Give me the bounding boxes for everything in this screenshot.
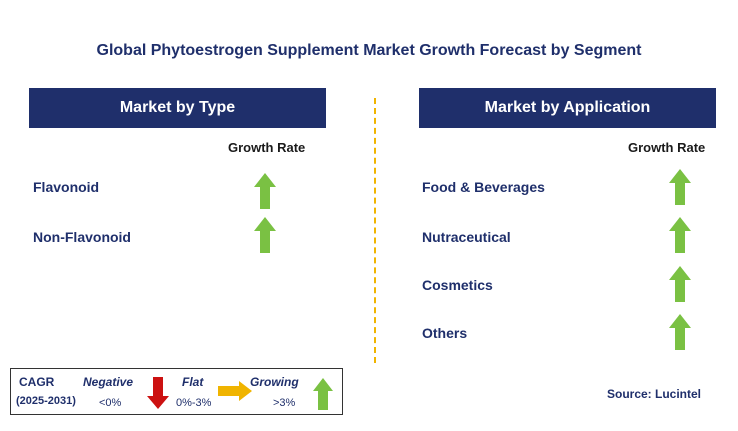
- application-growth-rate-label: Growth Rate: [628, 140, 706, 155]
- cagr-legend: CAGR (2025-2031) Negative <0% Flat 0%-3%…: [10, 368, 343, 415]
- legend-negative-label: Negative: [83, 375, 134, 389]
- legend-growing-label: Growing: [250, 375, 299, 389]
- legend-negative-range: <0%: [99, 397, 122, 409]
- legend-years-label: (2025-2031): [16, 395, 76, 407]
- legend-flat-label: Flat: [182, 375, 204, 389]
- red-down-arrow-icon: [147, 377, 169, 409]
- market-by-type-header: Market by Type: [29, 88, 326, 128]
- legend-cagr-label: CAGR: [19, 375, 55, 389]
- application-item-food-beverages: Food & Beverages: [422, 179, 545, 195]
- source-label: Source: Lucintel: [607, 387, 702, 401]
- green-up-arrow-icon: [669, 217, 691, 253]
- green-up-arrow-icon: [254, 217, 276, 253]
- application-item-nutraceutical: Nutraceutical: [422, 229, 511, 245]
- application-item-cosmetics: Cosmetics: [422, 277, 493, 293]
- type-item-non-flavonoid: Non-Flavonoid: [33, 229, 131, 245]
- green-up-arrow-icon: [254, 173, 276, 209]
- green-up-arrow-icon: [313, 378, 333, 410]
- type-item-flavonoid: Flavonoid: [33, 179, 100, 195]
- legend-growing-range: >3%: [273, 397, 296, 409]
- type-growth-rate-label: Growth Rate: [228, 140, 306, 155]
- dashed-divider: [374, 98, 376, 363]
- market-by-application-header: Market by Application: [419, 88, 716, 128]
- page-title: Global Phytoestrogen Supplement Market G…: [96, 42, 642, 59]
- green-up-arrow-icon: [669, 169, 691, 205]
- legend-flat-range: 0%-3%: [176, 397, 212, 409]
- orange-right-arrow-icon: [218, 381, 252, 401]
- green-up-arrow-icon: [669, 266, 691, 302]
- application-item-others: Others: [422, 325, 468, 341]
- green-up-arrow-icon: [669, 314, 691, 350]
